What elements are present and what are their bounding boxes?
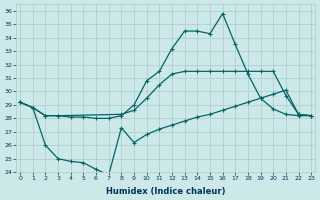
X-axis label: Humidex (Indice chaleur): Humidex (Indice chaleur) <box>106 187 225 196</box>
